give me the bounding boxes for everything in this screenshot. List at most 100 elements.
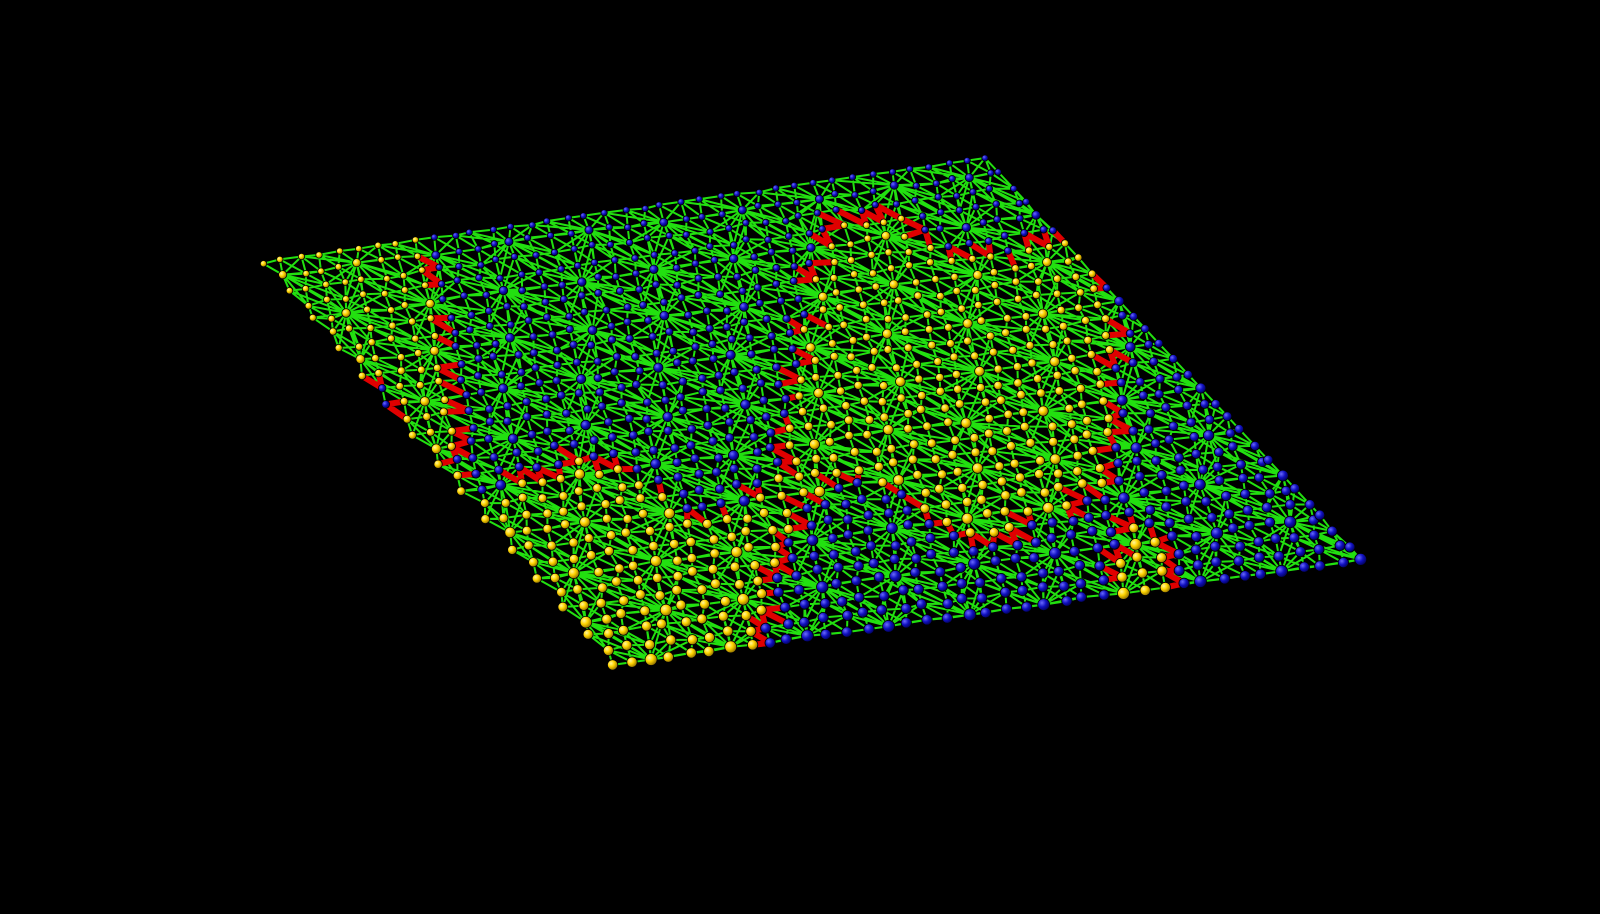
yellow-node (1052, 370, 1062, 380)
blue-node (791, 570, 802, 581)
yellow-node (1019, 421, 1030, 432)
blue-node (1164, 434, 1174, 445)
yellow-node (344, 324, 353, 333)
yellow-node (1049, 453, 1062, 465)
blue-node (1199, 399, 1210, 409)
yellow-node (920, 487, 931, 498)
blue-node (790, 262, 799, 271)
yellow-node (854, 465, 864, 476)
blue-node (956, 593, 968, 605)
blue-node (574, 388, 584, 398)
yellow-node (556, 586, 567, 598)
yellow-node (411, 236, 419, 244)
blue-node (1016, 571, 1027, 583)
yellow-node (1087, 269, 1097, 278)
blue-node (716, 290, 725, 299)
blue-node (881, 494, 892, 505)
blue-node (457, 360, 466, 369)
yellow-node (1032, 290, 1041, 300)
yellow-node (846, 352, 856, 362)
yellow-node (1002, 426, 1012, 436)
blue-node (617, 382, 626, 392)
blue-node (1253, 551, 1265, 563)
yellow-node (931, 275, 940, 284)
blue-node (772, 184, 780, 192)
blue-node (665, 327, 674, 336)
blue-node (522, 412, 532, 422)
yellow-node (987, 446, 998, 457)
blue-node (1000, 231, 1009, 240)
blue-node (652, 349, 661, 358)
blue-node (1190, 531, 1202, 542)
yellow-node (657, 492, 668, 503)
blue-node (1012, 539, 1023, 551)
blue-node (729, 367, 739, 377)
yellow-node (400, 301, 409, 309)
yellow-node (730, 546, 743, 558)
yellow-node (1021, 324, 1031, 334)
blue-node (1164, 517, 1175, 529)
yellow-node (1062, 336, 1072, 346)
yellow-node (1102, 427, 1113, 438)
yellow-node (1001, 328, 1010, 338)
blue-node (665, 231, 673, 240)
blue-node (1234, 541, 1246, 552)
yellow-node (323, 295, 331, 304)
yellow-node (685, 647, 697, 659)
blue-node (635, 366, 644, 376)
yellow-node (675, 599, 687, 611)
blue-node (474, 245, 482, 253)
blue-node (1209, 541, 1221, 552)
blue-node (1178, 480, 1189, 491)
blue-node (1117, 310, 1127, 320)
yellow-node (374, 368, 383, 378)
yellow-node (1034, 277, 1043, 286)
blue-node (984, 237, 993, 246)
yellow-node (745, 625, 757, 637)
yellow-node (940, 403, 950, 413)
blue-node (809, 179, 817, 187)
yellow-node (302, 269, 310, 278)
yellow-node (1067, 353, 1077, 363)
blue-node (462, 390, 471, 400)
yellow-node (446, 441, 456, 451)
yellow-node (1049, 356, 1060, 367)
blue-node (912, 182, 920, 190)
yellow-node (672, 571, 684, 582)
blue-node (925, 163, 933, 171)
yellow-node (1002, 313, 1012, 323)
blue-node (1172, 372, 1182, 382)
blue-node (523, 234, 532, 242)
yellow-node (1048, 340, 1058, 350)
yellow-node (500, 498, 511, 508)
blue-node (660, 298, 669, 307)
blue-node (435, 263, 443, 271)
blue-node (705, 324, 714, 333)
blue-node (1192, 559, 1204, 571)
blue-node (632, 464, 642, 474)
yellow-node (782, 508, 793, 519)
yellow-node (1081, 429, 1092, 440)
blue-node (452, 454, 462, 464)
blue-node (702, 306, 712, 315)
yellow-node (429, 345, 440, 356)
blue-node (764, 235, 772, 244)
yellow-node (1000, 490, 1011, 501)
yellow-node (888, 457, 898, 468)
blue-node (902, 519, 914, 530)
blue-node (787, 552, 798, 564)
blue-node (1326, 525, 1338, 537)
blue-node (987, 169, 995, 177)
yellow-node (900, 327, 910, 337)
blue-node (507, 433, 519, 445)
blue-node (836, 596, 848, 607)
blue-node (625, 238, 634, 247)
yellow-node (665, 634, 677, 646)
blue-node (553, 360, 562, 370)
yellow-node (652, 572, 663, 584)
blue-node (590, 258, 599, 267)
blue-node (1275, 564, 1288, 578)
blue-node (617, 398, 626, 408)
blue-node (456, 375, 466, 385)
blue-node (1239, 570, 1251, 582)
